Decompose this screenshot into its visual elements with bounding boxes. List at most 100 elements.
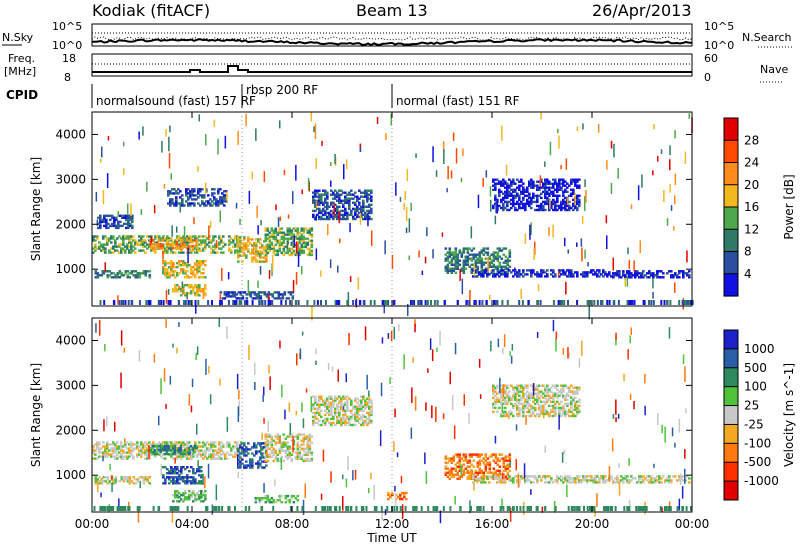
echo-cell	[476, 477, 479, 480]
echo-cell	[177, 446, 181, 450]
echo-cell	[502, 465, 506, 468]
echo-cell	[486, 475, 490, 478]
echo-cell	[370, 211, 373, 215]
echo-speckle	[442, 141, 445, 151]
echo-cell	[310, 241, 314, 244]
echo-speckle	[657, 156, 659, 162]
echo-cell	[179, 238, 183, 242]
echo-cell	[271, 293, 275, 296]
echo-cell	[130, 445, 133, 448]
echo-cell	[328, 413, 331, 417]
echo-cell	[229, 295, 233, 298]
echo-speckle	[267, 300, 270, 305]
echo-cell	[452, 459, 456, 462]
echo-cell	[516, 192, 519, 195]
echo-speckle	[493, 300, 495, 305]
echo-cell	[356, 415, 359, 419]
echo-speckle	[597, 124, 600, 133]
echo-cell	[572, 192, 575, 195]
echo-cell	[182, 476, 185, 479]
echo-cell	[266, 441, 270, 444]
echo-cell	[204, 294, 207, 297]
echo-cell	[350, 417, 353, 421]
echo-cell	[494, 275, 497, 278]
echo-cell	[148, 245, 151, 248]
echo-cell	[180, 260, 183, 263]
echo-cell	[255, 258, 258, 261]
echo-cell	[128, 251, 131, 254]
echo-cell	[508, 251, 512, 254]
echo-cell	[486, 477, 489, 480]
echo-cell	[322, 207, 325, 211]
echo-cell	[682, 475, 685, 478]
echo-cell	[298, 249, 302, 252]
echo-cell	[239, 462, 242, 465]
echo-cell	[320, 395, 323, 398]
echo-cell	[241, 246, 244, 249]
echo-speckle	[473, 300, 476, 305]
echo-cell	[354, 423, 357, 427]
echo-cell	[578, 186, 581, 189]
echo-cell	[510, 198, 513, 202]
echo-cell	[466, 461, 470, 464]
echo-cell	[106, 447, 109, 450]
echo-cell	[460, 475, 464, 478]
echo-cell	[264, 443, 268, 446]
echo-cell	[287, 291, 291, 294]
echo-cell	[672, 274, 675, 277]
echo-cell	[264, 233, 268, 236]
echo-cell	[474, 253, 478, 256]
echo-cell	[370, 189, 373, 192]
echo-speckle	[424, 300, 427, 305]
echo-cell	[558, 206, 561, 210]
echo-cell	[282, 449, 286, 452]
echo-cell	[542, 475, 545, 478]
echo-cell	[120, 243, 123, 246]
echo-cell	[360, 207, 363, 211]
echo-cell	[144, 272, 148, 275]
echo-speckle	[176, 226, 178, 233]
echo-cell	[176, 290, 179, 293]
echo-cell	[126, 451, 129, 454]
echo-cell	[532, 400, 535, 403]
echo-cell	[124, 478, 128, 481]
echo-cell	[261, 452, 264, 455]
echo-cell	[568, 394, 571, 397]
echo-cell	[259, 246, 262, 249]
echo-cell	[280, 494, 284, 498]
echo-cell	[106, 453, 109, 456]
echo-cell	[259, 238, 262, 241]
echo-speckle	[496, 202, 498, 214]
echo-cell	[550, 386, 553, 389]
echo-cell	[304, 457, 308, 461]
echo-speckle	[215, 240, 218, 249]
echo-cell	[190, 476, 193, 479]
echo-cell	[194, 494, 197, 497]
echo-cell	[546, 178, 549, 181]
echo-cell	[512, 202, 515, 206]
echo-cell	[104, 451, 107, 454]
echo-cell	[450, 461, 454, 464]
echo-cell	[640, 481, 643, 484]
echo-cell	[316, 191, 319, 194]
echo-cell	[312, 197, 315, 200]
echo-cell	[266, 435, 270, 438]
echo-cell	[568, 475, 571, 478]
echo-cell	[658, 477, 661, 480]
echo-cell	[197, 188, 200, 191]
echo-cell	[462, 453, 466, 456]
echo-cell	[558, 188, 561, 191]
echo-cell	[300, 443, 304, 446]
echo-cell	[326, 217, 329, 221]
echo-cell	[112, 272, 116, 275]
echo-cell	[578, 204, 581, 208]
echo-cell	[180, 498, 183, 501]
echo-cell	[614, 272, 617, 275]
echo-cell	[518, 198, 521, 202]
echo-cell	[96, 235, 99, 238]
echo-cell	[308, 445, 312, 448]
echo-cell	[213, 196, 216, 199]
echo-cell	[200, 235, 203, 238]
echo-cell	[546, 386, 549, 389]
echo-cell	[500, 390, 503, 393]
